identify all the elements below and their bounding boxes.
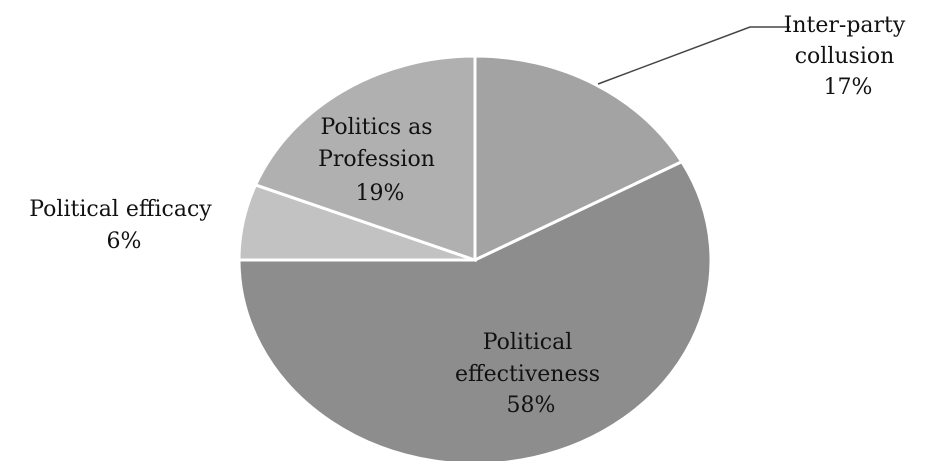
slice-label-politics-as-profession: Politics as Profession 19% (318, 115, 442, 206)
slice-label-political-efficacy: Political efficacy 6% (29, 197, 218, 254)
pie-slice-politics-as-profession (253, 54, 477, 263)
leader-line-inter-party-collusion (597, 26, 790, 85)
pie-slices (237, 54, 713, 461)
pie-slice-inter-party-collusion (473, 54, 684, 263)
slice-label-inter-party-collusion: Inter-party collusion 17% (784, 13, 913, 100)
pie-slice-political-effectiveness (237, 159, 713, 461)
slice-label-political-effectiveness: Political effectiveness 58% (455, 330, 607, 418)
